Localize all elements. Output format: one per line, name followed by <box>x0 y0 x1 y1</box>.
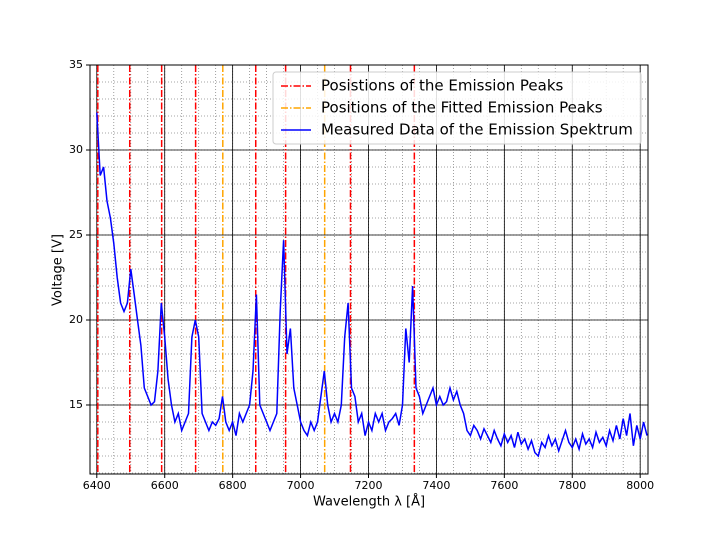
y-tick-label: 35 <box>69 58 83 71</box>
legend-label: Measured Data of the Emission Spektrum <box>321 121 633 139</box>
legend-box <box>272 71 642 145</box>
x-tick-label: 6800 <box>219 479 247 492</box>
plot-area <box>90 65 648 474</box>
legend: Posistions of the Emission Peaks Position… <box>272 71 642 145</box>
x-tick-label: 6600 <box>151 479 179 492</box>
y-axis-label: Voltage [V] <box>51 234 66 306</box>
x-tick-label: 7000 <box>287 479 315 492</box>
legend-label: Posistions of the Emission Peaks <box>321 77 564 95</box>
plot-frame <box>89 64 649 475</box>
x-tick-label: 7600 <box>490 479 518 492</box>
x-axis-label: Wavelength λ [Å] <box>313 494 425 510</box>
y-tick-label: 15 <box>69 398 83 411</box>
y-tick-label: 20 <box>69 313 83 326</box>
x-tick-label: 7200 <box>354 479 382 492</box>
y-tick-label: 25 <box>69 228 83 241</box>
x-tick-label: 7400 <box>422 479 450 492</box>
series-line <box>96 112 648 458</box>
x-tick-label: 7800 <box>558 479 586 492</box>
x-tick-label: 8000 <box>626 479 654 492</box>
legend-label: Positions of the Fitted Emission Peaks <box>321 99 603 117</box>
x-tick-label: 6400 <box>83 479 111 492</box>
y-tick-label: 30 <box>69 143 83 156</box>
